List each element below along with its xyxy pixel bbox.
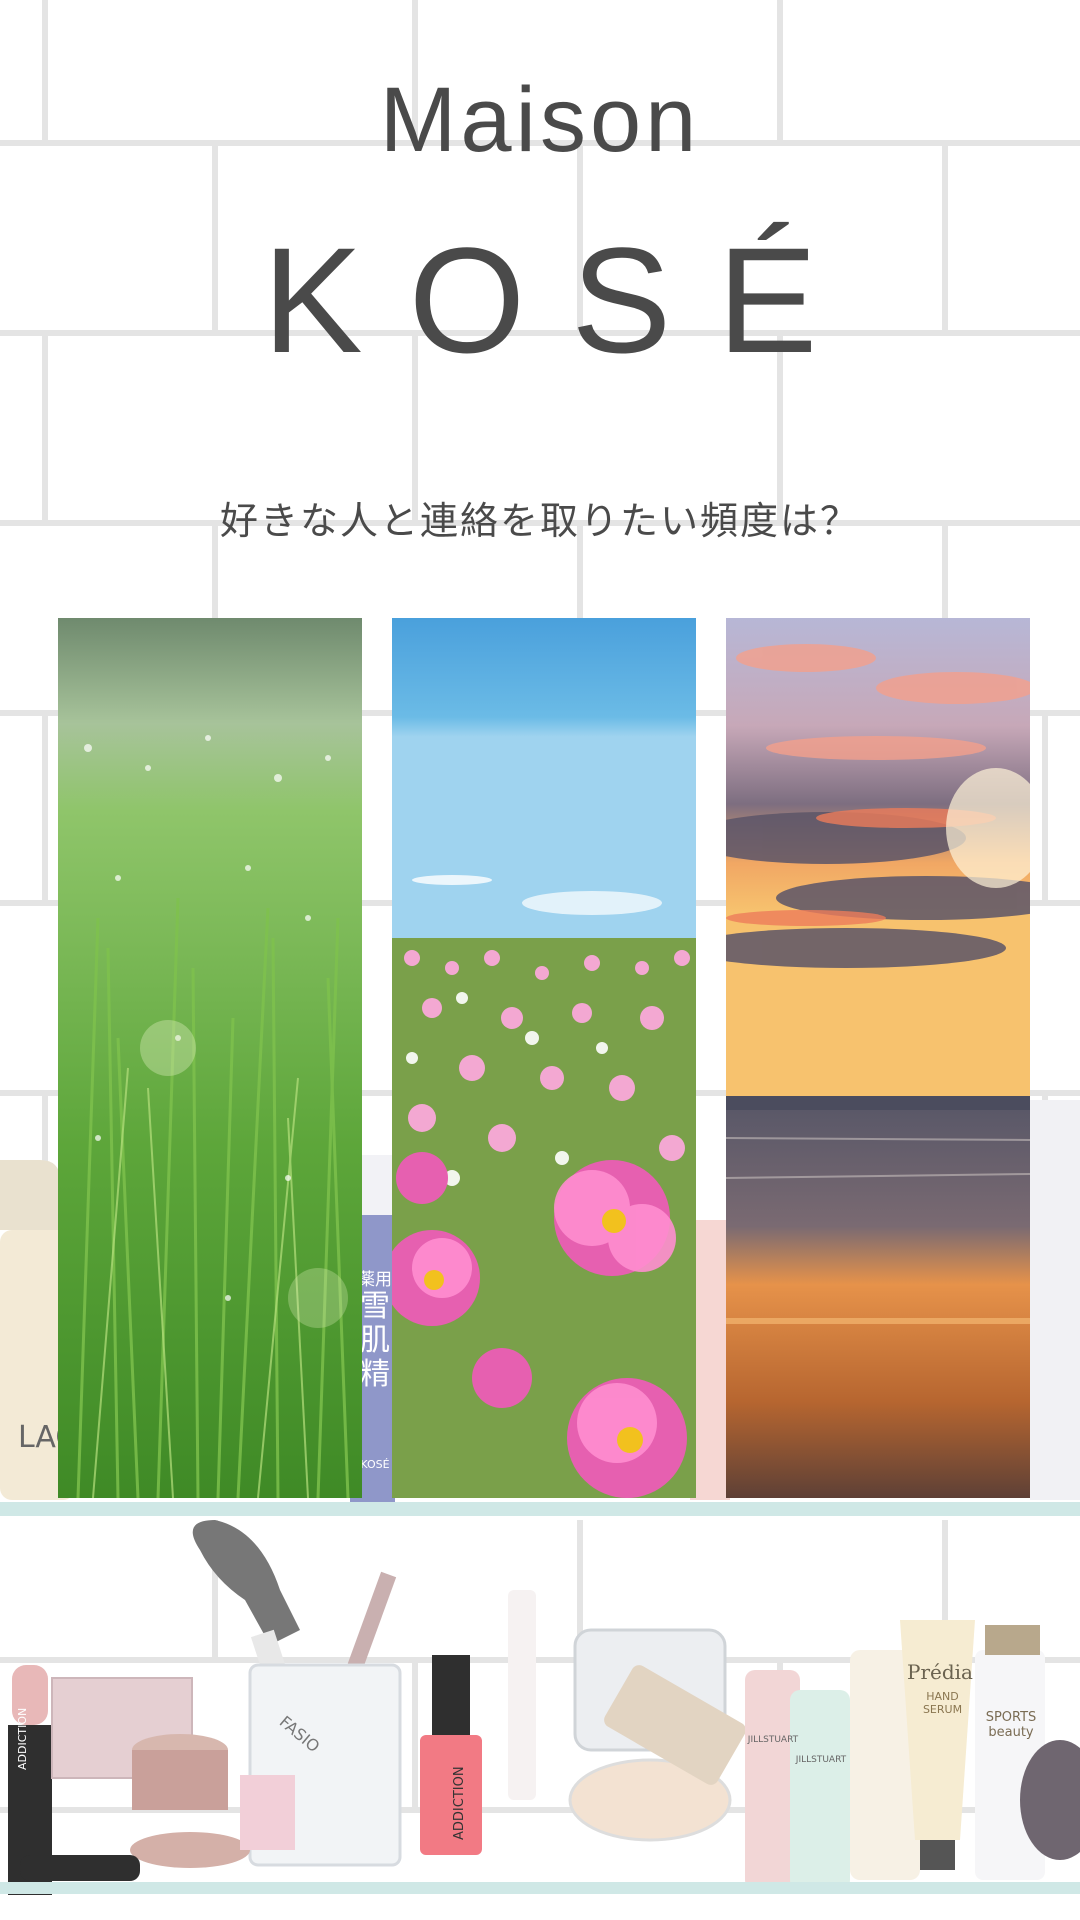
sunset-image xyxy=(726,618,1030,1498)
brand-line-kose: KOSÉ xyxy=(262,216,864,384)
product-label-nail-polish: ADDICTION xyxy=(452,1766,467,1840)
product-label-hand-serum: HAND SERUM xyxy=(922,1690,963,1716)
cosmos-image xyxy=(392,618,696,1498)
choice-grass-card[interactable] xyxy=(58,618,362,1498)
brand-line-maison: Maison xyxy=(379,69,701,171)
choice-cosmos-card[interactable] xyxy=(392,618,696,1498)
product-label-sports-beauty: SPORTS beauty xyxy=(985,1710,1037,1740)
answer-choices xyxy=(0,618,1080,1498)
product-label-lipstick: ADDICTION xyxy=(16,1707,29,1770)
brand-logo: Maison KOSÉ xyxy=(0,70,1080,380)
grass-image xyxy=(58,618,362,1498)
product-label-jill-1: JILLSTUART xyxy=(747,1735,799,1745)
quiz-question: 好きな人と連絡を取りたい頻度は？ xyxy=(219,499,860,543)
upper-shelf xyxy=(0,1502,1080,1516)
product-label-predia: Prédia xyxy=(907,1660,973,1684)
sekkisei-small-label: 薬用 xyxy=(358,1270,392,1290)
product-label-jill-2: JILLSTUART xyxy=(795,1755,847,1765)
choice-sunset-card[interactable] xyxy=(726,618,1030,1498)
sekkisei-brand: KOSÉ xyxy=(360,1458,390,1471)
cosmetics-illustration xyxy=(8,1520,1080,1895)
sekkisei-name: 雪肌精 xyxy=(360,1289,390,1392)
lower-shelf xyxy=(0,1882,1080,1894)
